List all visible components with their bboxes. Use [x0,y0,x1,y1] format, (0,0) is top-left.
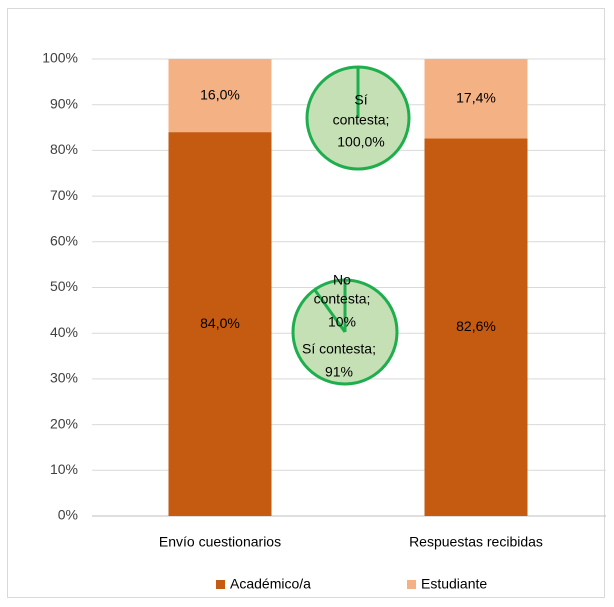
pie-slice-label: 10% [328,314,356,330]
pie-slice-label: Sí [354,92,367,108]
x-tick-label: Envío cuestionarios [159,534,281,550]
data-label: 17,4% [456,89,496,105]
pie-slice-label: Sí contesta; [302,341,376,357]
y-tick-label: 70% [50,187,78,203]
y-tick-label: 20% [50,415,78,431]
legend-label: Estudiante [421,576,487,592]
pie-slice-label: contesta; [314,291,371,307]
data-label: 16,0% [200,86,240,102]
legend-swatch [216,580,225,589]
pie-slice-label: contesta; [333,112,390,128]
y-tick-label: 50% [50,278,78,294]
data-label: 82,6% [456,318,496,334]
legend-label: Académico/a [230,576,311,592]
y-tick-label: 30% [50,370,78,386]
bar-segment [168,132,272,516]
y-tick-label: 40% [50,324,78,340]
y-tick-label: 90% [50,95,78,111]
y-tick-label: 80% [50,141,78,157]
y-tick-label: 100% [42,50,78,66]
legend-swatch [407,580,416,589]
pie-slice-label: No [333,272,351,288]
pie-slice-divider [313,288,347,333]
y-tick-label: 60% [50,233,78,249]
x-tick-label: Respuestas recibidas [409,534,543,550]
bar-segment [424,138,528,516]
pie-slice-label: 100,0% [337,134,384,150]
pie-slice-label: 91% [325,364,353,380]
data-label: 84,0% [200,315,240,331]
bar-segment [424,59,528,139]
bar-segment [168,59,272,133]
y-tick-label: 10% [50,461,78,477]
y-tick-label: 0% [58,507,78,523]
